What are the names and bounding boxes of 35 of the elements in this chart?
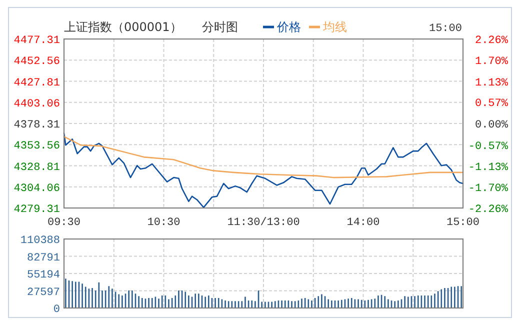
y-tick-label: 27597 [26,286,60,299]
y-tick-label: 82791 [26,252,60,264]
x-tick-label: 10:30 [147,217,180,229]
y-tick-label: 4353.56 [14,140,60,153]
x-tick-label: 11:30/13:00 [227,217,300,229]
x-tick-label: 09:30 [47,217,81,229]
y-tick-label: 4304.06 [14,182,60,195]
y-tick-label: 4403.06 [14,98,60,110]
y2-tick-label: -0.57% [468,140,508,153]
y-tick-label: 0 [53,304,60,316]
y-tick-label: 4328.81 [14,162,60,174]
y-tick-label: 110388 [20,235,60,247]
y-tick-label: 4427.81 [14,77,60,90]
y2-tick-label: -2.26% [468,204,508,216]
x-tick-label: 15:00 [446,217,480,229]
legend-label: 均线 [322,20,347,34]
legend-label: 价格 [276,20,301,34]
y2-tick-label: 1.13% [474,77,508,90]
x-tick-label: 14:00 [346,217,380,229]
text: 15:00 [428,23,462,35]
y-tick-label: 4279.31 [14,204,60,216]
chart-title: 上证指数（000001） [64,20,182,34]
y2-tick-label: -1.13% [468,162,508,174]
y-tick-label: 55194 [26,270,60,282]
y-tick-label: 4378.31 [14,120,60,132]
y-tick-label: 4477.31 [14,35,60,47]
y-tick-label: 4452.56 [14,56,60,68]
y2-tick-label: 0.57% [474,98,508,110]
y2-tick-label: 0.00% [474,120,508,132]
chart-subtitle: 分时图 [202,20,238,34]
y2-tick-label: -1.70% [468,183,508,196]
y2-tick-label: 2.26% [474,35,508,47]
line-series [63,132,464,208]
y2-tick-label: 1.70% [474,56,508,68]
line-series [63,136,464,178]
